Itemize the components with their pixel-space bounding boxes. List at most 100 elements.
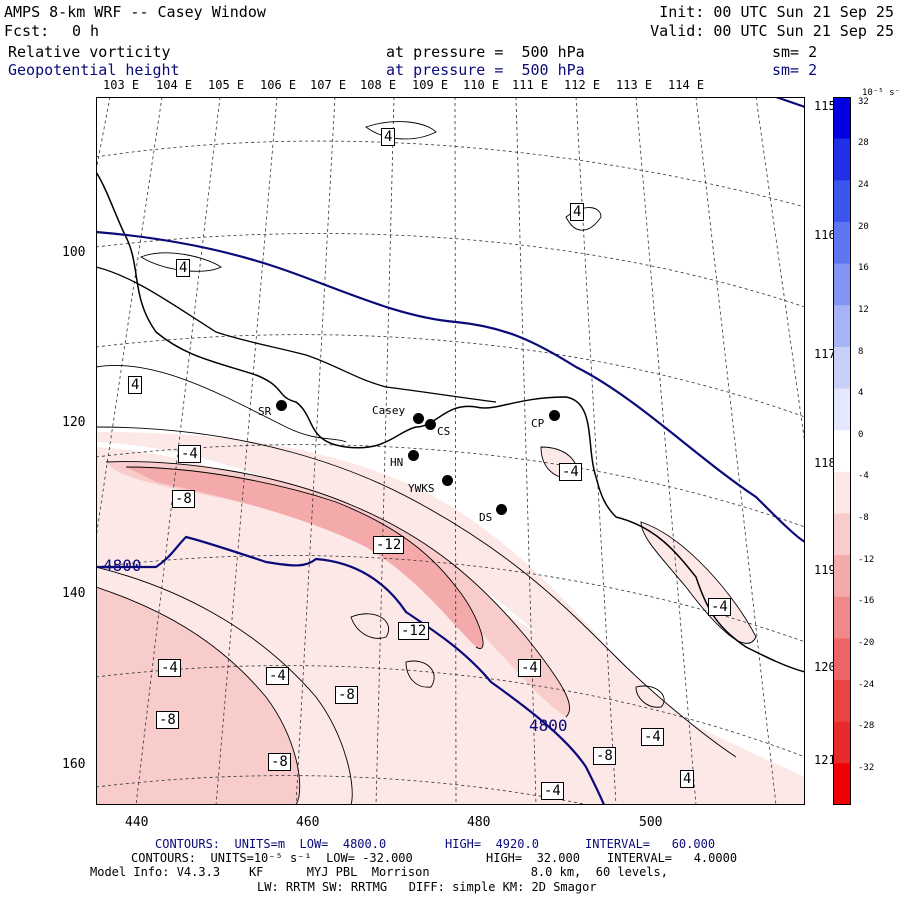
contour-label: -4 (708, 598, 731, 616)
colorbar-swatch (833, 763, 851, 805)
height-label-4800-east: 4800 (529, 716, 568, 735)
y-axis-label: 160 (62, 757, 86, 772)
height-contour-4800-north (96, 230, 805, 543)
colorbar-tick-label: 28 (858, 138, 869, 149)
colorbar-tick-label: 16 (858, 263, 869, 274)
colorbar-swatch (833, 305, 851, 348)
x-axis-label: 440 (125, 815, 149, 830)
top-lon-label: 105 E (208, 78, 245, 92)
colorbar-tick-label: 8 (858, 346, 864, 357)
vorticity-shade-band-4 (96, 432, 736, 762)
field2-level: at pressure = 500 hPa (386, 61, 585, 79)
colorbar-swatch (833, 346, 851, 390)
fcst-value: 0 h (72, 22, 100, 40)
station-label: YWKS (408, 482, 435, 495)
x-axis-label: 460 (296, 815, 320, 830)
colorbar-tick-label: -32 (858, 763, 875, 773)
colorbar-swatch (833, 180, 851, 223)
colorbar-swatch (833, 430, 851, 473)
colorbar-tick-label: -20 (858, 638, 875, 649)
colorbar-swatch (833, 513, 851, 556)
map-title: AMPS 8-km WRF -- Casey Window (4, 3, 266, 21)
coastline-inner (96, 266, 497, 403)
height-contour-4800-south (96, 535, 606, 805)
colorbar-tick-label: 0 (858, 429, 864, 440)
field1-sm: sm= 2 (772, 43, 818, 61)
contour-label: -4 (541, 782, 564, 800)
station-label: DS (479, 511, 493, 524)
top-lon-label: 110 E (463, 78, 500, 92)
contour-label: 4 (570, 203, 585, 221)
latlon-grid (96, 97, 805, 805)
field2-sm: sm= 2 (772, 61, 818, 79)
station-marker (413, 413, 424, 424)
top-lon-label: 111 E (512, 78, 549, 92)
colorbar-swatch (833, 263, 851, 306)
top-lon-label: 106 E (260, 78, 297, 92)
colorbar-swatch (833, 555, 851, 598)
footer-height-interval: INTERVAL= 60.000 (585, 837, 716, 851)
footer-vort-interval: INTERVAL= 4.0000 (607, 851, 738, 865)
coastline (96, 171, 805, 673)
contour-label: -4 (641, 728, 664, 746)
colorbar-swatch (833, 138, 851, 181)
top-lon-label: 112 E (564, 78, 601, 92)
y-axis-label: 140 (62, 586, 86, 601)
station-marker (549, 410, 560, 421)
colorbar-tick-label: -28 (858, 721, 875, 732)
station-marker (496, 504, 507, 515)
colorbar-tick-label: -24 (858, 679, 875, 690)
colorbar (833, 97, 851, 805)
colorbar-tick-label: 4 (858, 388, 864, 399)
contour-label: -12 (398, 622, 430, 640)
footer-vort-high: HIGH= 32.000 (486, 851, 580, 865)
top-lon-label: 103 E (103, 78, 140, 92)
station-label: HN (390, 456, 404, 469)
footer-physics-info: LW: RRTM SW: RRTMG DIFF: simple KM: 2D S… (257, 880, 597, 894)
y-axis-label: 100 (62, 245, 86, 260)
colorbar-swatch (833, 388, 851, 431)
x-axis-label: 480 (467, 815, 491, 830)
vorticity-shade-12 (126, 467, 484, 649)
contour-label: -8 (593, 747, 616, 765)
top-lon-label: 114 E (668, 78, 705, 92)
fcst-label: Fcst: (4, 22, 50, 40)
contour-label: -12 (373, 536, 405, 554)
vorticity-contours (96, 121, 757, 805)
height-label-4800-west: 4800 (103, 556, 142, 575)
init-time: Init: 00 UTC Sun 21 Sep 25 (659, 3, 894, 21)
colorbar-tick-label: 32 (858, 96, 869, 107)
colorbar-swatch (833, 638, 851, 681)
colorbar-tick-label: 20 (858, 221, 869, 232)
contour-label: -8 (172, 490, 195, 508)
contour-label: -4 (178, 445, 201, 463)
footer-model-info: Model Info: V4.3.3 KF MYJ PBL Morrison 8… (90, 865, 668, 879)
field1-level: at pressure = 500 hPa (386, 43, 585, 61)
contour-label: -4 (266, 667, 289, 685)
colorbar-swatch (833, 97, 851, 140)
station-label: CS (437, 425, 451, 438)
top-lon-label: 104 E (156, 78, 193, 92)
colorbar-swatch (833, 221, 851, 265)
field1-name: Relative vorticity (8, 43, 171, 61)
contour-label: 4 (176, 259, 191, 277)
colorbar-tick-label: 12 (858, 304, 869, 315)
station-marker (408, 450, 419, 461)
station-label: CP (531, 417, 545, 430)
footer-height-contours: CONTOURS: UNITS=m LOW= 4800.0 (155, 837, 387, 851)
contour-label: -4 (518, 659, 541, 677)
contour-label: 4 (381, 128, 396, 146)
height-contour-ne (775, 97, 805, 109)
contour-label: 4 (128, 376, 143, 394)
station-marker (425, 419, 436, 430)
colorbar-tick-label: -4 (858, 471, 869, 482)
colorbar-swatch (833, 680, 851, 723)
vorticity-map (96, 97, 805, 805)
valid-time: Valid: 00 UTC Sun 21 Sep 25 (650, 22, 894, 40)
top-lon-label: 109 E (412, 78, 449, 92)
station-label: Casey (372, 404, 406, 417)
contour-label: -8 (335, 686, 358, 704)
colorbar-tick-label: -12 (858, 554, 875, 565)
contour-label: 4 (680, 770, 695, 788)
contour-label: -4 (559, 463, 582, 481)
